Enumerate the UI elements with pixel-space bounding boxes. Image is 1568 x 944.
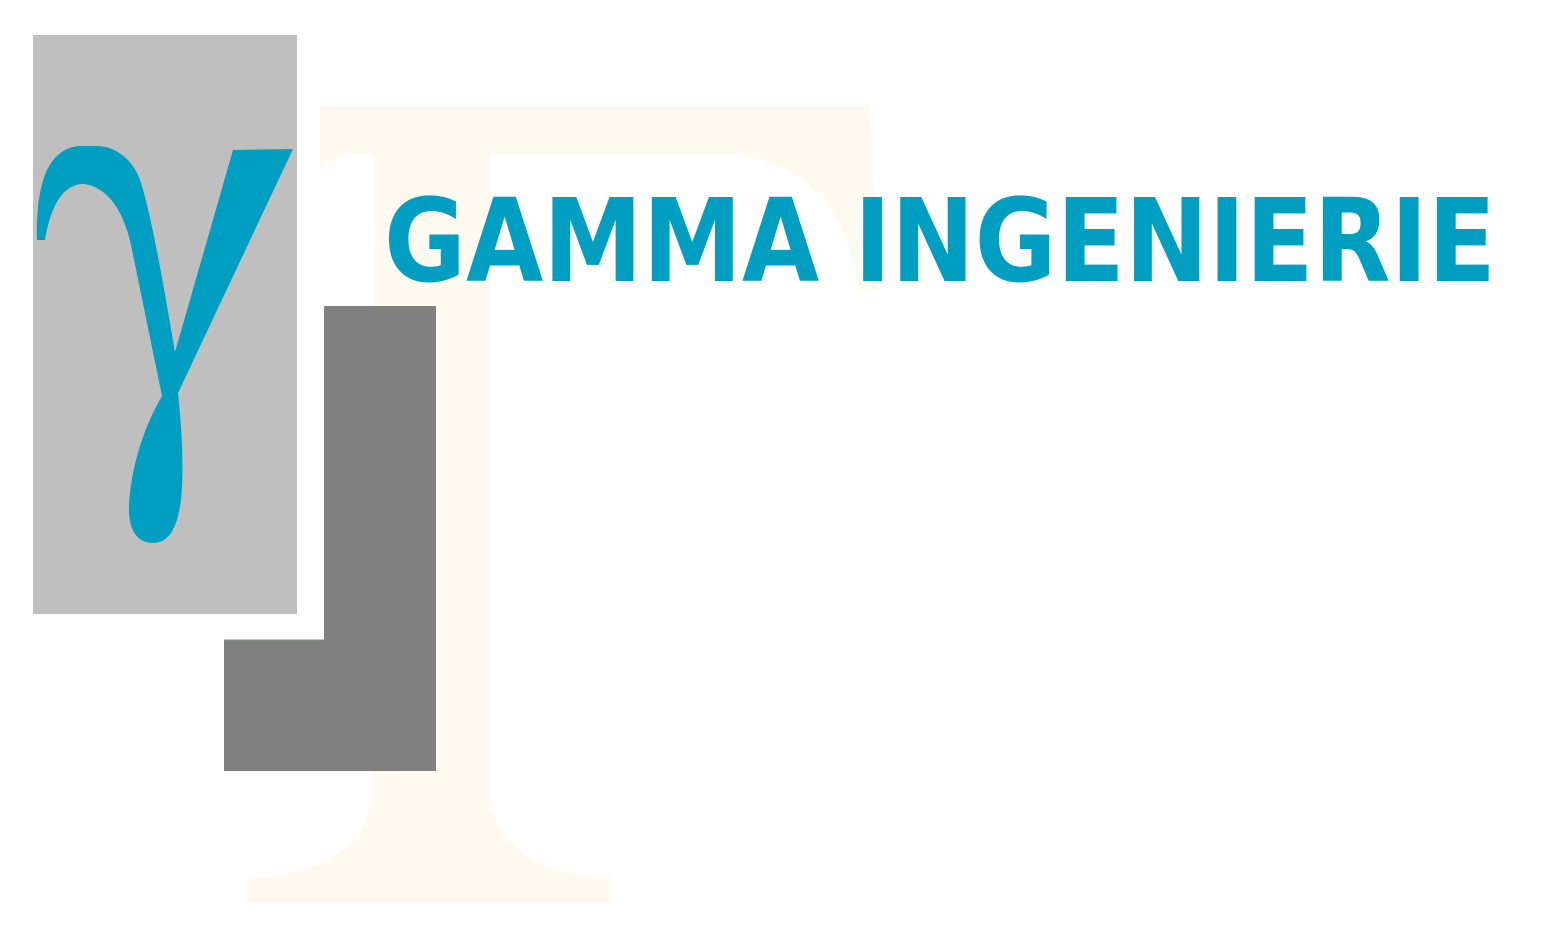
- dark-grey-l-block: [224, 306, 436, 771]
- company-name-wordmark: GAMMA INGENIERIE: [384, 175, 1496, 309]
- gamma-icon: [36, 146, 293, 543]
